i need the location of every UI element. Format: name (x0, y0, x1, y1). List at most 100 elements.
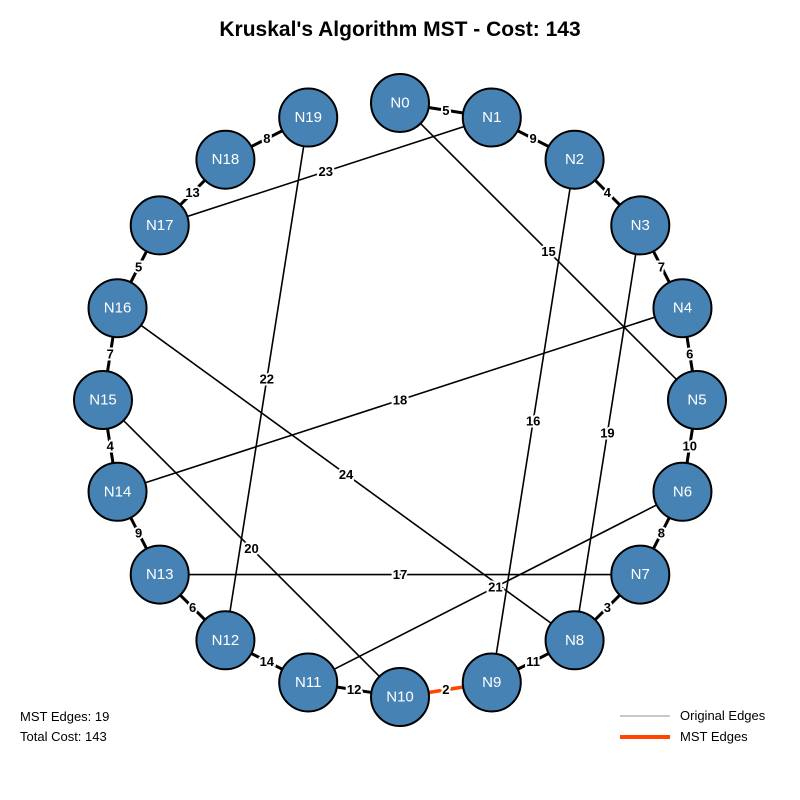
node-circle (87, 461, 148, 522)
node-n3: N3 (610, 195, 671, 256)
edge-weight-label: 4 (107, 438, 115, 453)
edge-weight-label: 13 (185, 185, 199, 200)
edge-weight-label: 8 (658, 526, 665, 541)
edge-weight-label: 20 (244, 541, 258, 556)
node-n17: N17 (129, 195, 190, 256)
total-cost: Total Cost: 143 (20, 729, 107, 744)
node-n0: N0 (370, 73, 430, 133)
edge-weight-label: 5 (442, 103, 449, 118)
node-n4: N4 (652, 278, 713, 339)
node-n15: N15 (73, 370, 133, 430)
graph-title: Kruskal's Algorithm MST - Cost: 143 (219, 18, 581, 41)
node-circle (195, 610, 256, 671)
edge-n15-n10 (102, 399, 401, 698)
node-label: N10 (386, 689, 414, 706)
node-label: N16 (104, 300, 132, 317)
edge-n6-n11 (307, 491, 683, 684)
node-circle (461, 652, 522, 713)
node-n6: N6 (652, 461, 713, 522)
node-circle (370, 667, 430, 727)
legend-label-original: Original Edges (680, 708, 766, 723)
edge-weight-label: 19 (600, 425, 614, 440)
node-circle (87, 278, 148, 339)
node-n18: N18 (195, 129, 256, 190)
edge-n4-n14 (117, 307, 683, 493)
node-label: N8 (565, 632, 584, 649)
node-label: N9 (482, 674, 501, 691)
edge-weight-label: 16 (526, 414, 540, 429)
node-circle (195, 129, 256, 190)
edge-weight-label: 4 (604, 185, 612, 200)
node-n8: N8 (544, 610, 605, 671)
node-circle (652, 278, 713, 339)
node-n11: N11 (278, 652, 339, 713)
mst-edges-count: MST Edges: 19 (20, 709, 110, 724)
node-circle (610, 195, 671, 256)
edge-weight-label: 6 (189, 600, 196, 615)
edge-n3-n8 (573, 225, 642, 641)
node-n13: N13 (129, 544, 190, 605)
node-n14: N14 (87, 461, 148, 522)
edge-weight-label: 3 (604, 600, 611, 615)
node-n12: N12 (195, 610, 256, 671)
edge-weight-label: 9 (530, 131, 537, 146)
edge-n19-n12 (224, 117, 310, 641)
legend-swatch-mst (620, 734, 670, 739)
nodes-layer: N0 N1 N2 N3 N4 N5 N6 N7 N8 N9 N10 N11 N12 N13 N14 N15 N1… (73, 73, 727, 727)
node-label: N11 (295, 674, 321, 691)
node-circle (610, 544, 671, 605)
node-circle (370, 73, 430, 133)
node-circle (73, 370, 133, 430)
node-label: N7 (631, 566, 650, 583)
node-circle (667, 370, 727, 430)
legend-swatch-original (620, 714, 670, 717)
edge-weight-label: 12 (347, 682, 361, 697)
node-n9: N9 (461, 652, 522, 713)
legend-item-original: Original Edges (620, 705, 765, 726)
node-label: N1 (482, 109, 501, 126)
node-label: N2 (565, 151, 584, 168)
node-n10: N10 (370, 667, 430, 727)
edge-n0-n5 (399, 102, 698, 401)
node-circle (544, 610, 605, 671)
edge-n2-n9 (490, 159, 576, 683)
node-label: N17 (146, 217, 174, 234)
legend-label-mst: MST Edges (680, 729, 748, 744)
edge-weight-label: 11 (526, 654, 540, 669)
edge-weight-label: 7 (658, 259, 665, 274)
edge-weight-label: 14 (260, 654, 275, 669)
edge-weight-label: 15 (541, 244, 555, 259)
node-circle (461, 87, 522, 148)
edge-n17-n1 (159, 116, 493, 227)
node-label: N4 (673, 300, 692, 317)
node-label: N3 (631, 217, 650, 234)
edge-weight-label: 22 (260, 371, 274, 386)
node-label: N15 (89, 392, 117, 409)
node-n7: N7 (610, 544, 671, 605)
edge-weight-label: 10 (682, 438, 696, 453)
node-label: N5 (687, 392, 706, 409)
edge-weight-label: 17 (393, 567, 407, 582)
edge-weight-label: 23 (319, 164, 333, 179)
legend-item-mst: MST Edges (620, 726, 765, 747)
node-label: N18 (212, 151, 240, 168)
node-label: N0 (390, 95, 409, 112)
node-circle (278, 652, 339, 713)
edge-weight-label: 7 (107, 347, 114, 362)
edge-weight-label: 8 (263, 131, 270, 146)
node-circle (129, 544, 190, 605)
node-circle (129, 195, 190, 256)
node-n19: N19 (278, 87, 339, 148)
edge-weight-label: 9 (135, 526, 142, 541)
node-label: N12 (212, 632, 240, 649)
node-circle (652, 461, 713, 522)
edge-weight-label: 5 (135, 259, 142, 274)
stats-panel: MST Edges: 19 Total Cost: 143 (20, 707, 109, 747)
node-circle (544, 129, 605, 190)
node-n16: N16 (87, 278, 148, 339)
node-n1: N1 (461, 87, 522, 148)
edge-weight-label: 6 (686, 347, 693, 362)
node-label: N14 (104, 483, 132, 500)
node-label: N13 (146, 566, 174, 583)
